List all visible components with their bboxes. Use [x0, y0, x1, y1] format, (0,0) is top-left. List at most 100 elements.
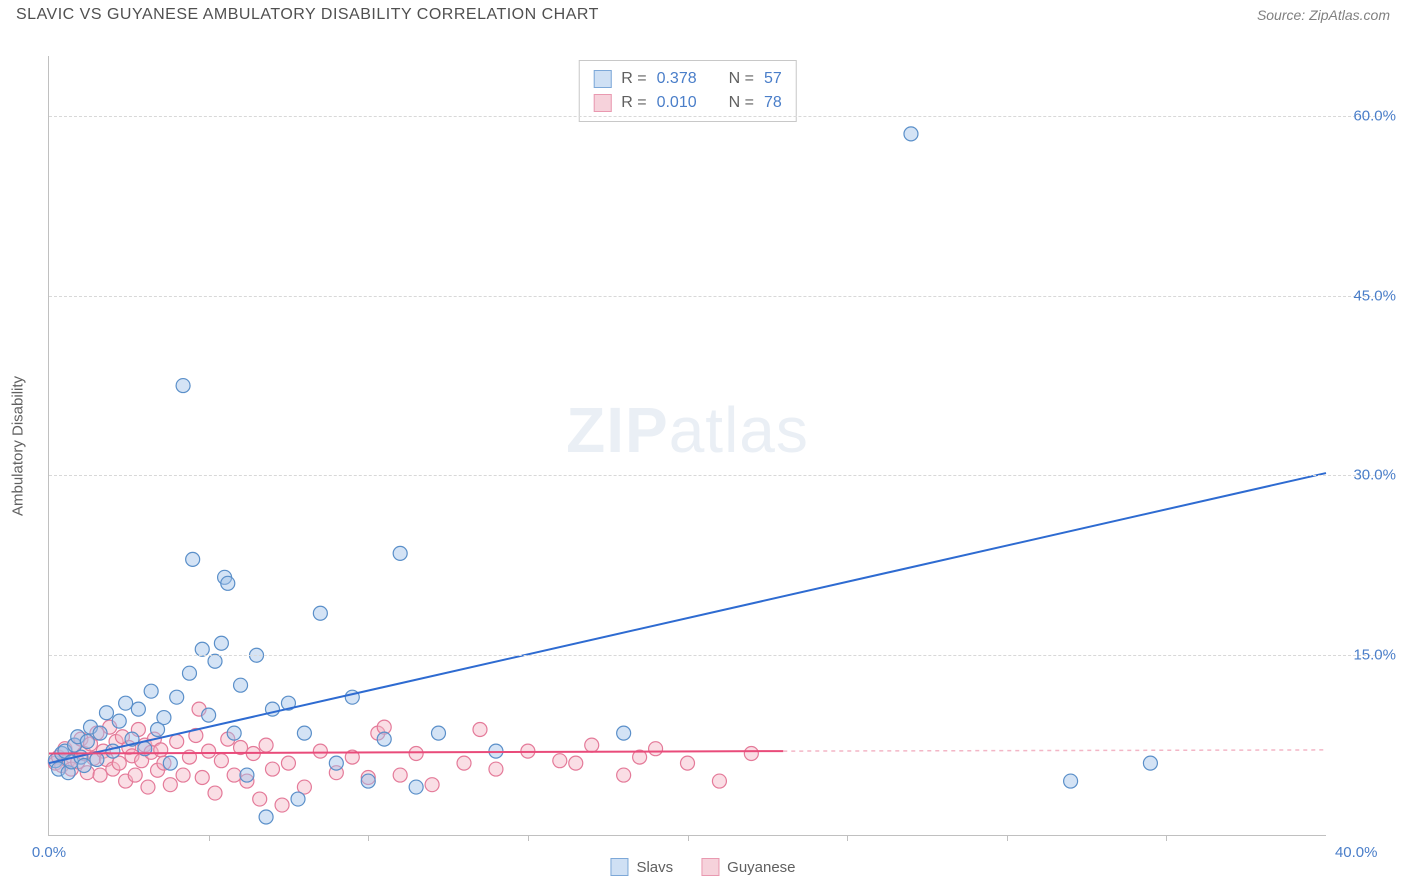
scatter-point — [176, 379, 190, 393]
scatter-point — [473, 723, 487, 737]
scatter-point — [234, 678, 248, 692]
scatter-point — [157, 711, 171, 725]
chart-title: SLAVIC VS GUYANESE AMBULATORY DISABILITY… — [16, 6, 599, 24]
scatter-point — [377, 732, 391, 746]
scatter-point — [214, 754, 228, 768]
scatter-point — [393, 768, 407, 782]
scatter-point — [457, 756, 471, 770]
scatter-point — [553, 754, 567, 768]
x-tick-mark — [1166, 835, 1167, 841]
scatter-point — [131, 702, 145, 716]
scatter-point — [93, 768, 107, 782]
scatter-point — [112, 714, 126, 728]
legend-item: Slavs — [610, 858, 673, 876]
scatter-point — [214, 636, 228, 650]
gridline-h — [49, 655, 1386, 656]
n-label: N = — [729, 67, 754, 91]
x-tick-mark — [688, 835, 689, 841]
stats-legend: R = 0.378 N = 57 R = 0.010 N = 78 — [578, 60, 797, 122]
stats-legend-row: R = 0.378 N = 57 — [593, 67, 782, 91]
scatter-point — [170, 690, 184, 704]
scatter-point — [202, 708, 216, 722]
legend-swatch — [593, 70, 611, 88]
scatter-point — [275, 798, 289, 812]
gridline-h — [49, 475, 1386, 476]
scatter-point — [80, 735, 94, 749]
scatter-point — [904, 127, 918, 141]
x-tick-mark — [209, 835, 210, 841]
scatter-point — [569, 756, 583, 770]
scatter-point — [141, 780, 155, 794]
scatter-point — [186, 552, 200, 566]
scatter-point — [93, 726, 107, 740]
scatter-point — [163, 756, 177, 770]
scatter-point — [265, 762, 279, 776]
x-tick-label: 0.0% — [32, 844, 66, 861]
scatter-point — [329, 756, 343, 770]
scatter-point — [253, 792, 267, 806]
scatter-point — [106, 744, 120, 758]
scatter-point — [163, 778, 177, 792]
scatter-point — [291, 792, 305, 806]
x-tick-mark — [1007, 835, 1008, 841]
scatter-point — [227, 726, 241, 740]
scatter-point — [170, 735, 184, 749]
legend-label: Guyanese — [727, 859, 795, 876]
scatter-svg — [49, 56, 1326, 835]
scatter-point — [585, 738, 599, 752]
scatter-point — [297, 726, 311, 740]
y-tick-label: 45.0% — [1353, 287, 1396, 304]
scatter-point — [281, 756, 295, 770]
gridline-h — [49, 296, 1386, 297]
legend-item: Guyanese — [701, 858, 795, 876]
scatter-point — [240, 768, 254, 782]
scatter-point — [712, 774, 726, 788]
y-tick-label: 60.0% — [1353, 107, 1396, 124]
gridline-h — [49, 116, 1386, 117]
scatter-point — [1064, 774, 1078, 788]
x-tick-mark — [368, 835, 369, 841]
scatter-point — [221, 576, 235, 590]
scatter-point — [154, 743, 168, 757]
x-tick-mark — [847, 835, 848, 841]
n-value: 78 — [764, 91, 782, 115]
series-legend: Slavs Guyanese — [610, 858, 795, 876]
r-value: 0.378 — [657, 67, 697, 91]
scatter-point — [409, 747, 423, 761]
scatter-point — [128, 768, 142, 782]
scatter-point — [393, 546, 407, 560]
scatter-point — [99, 706, 113, 720]
scatter-point — [361, 774, 375, 788]
chart-plot-area: ZIPatlas R =0.378N =57R =0.010N =78 15.0… — [48, 56, 1326, 836]
legend-label: Slavs — [636, 859, 673, 876]
scatter-point — [617, 768, 631, 782]
scatter-point — [195, 770, 209, 784]
scatter-point — [195, 642, 209, 656]
r-label: R = — [621, 67, 646, 91]
scatter-point — [431, 726, 445, 740]
r-value: 0.010 — [657, 91, 697, 115]
scatter-point — [176, 768, 190, 782]
scatter-point — [649, 742, 663, 756]
trendline-guyanese-dash — [783, 750, 1326, 751]
scatter-point — [1143, 756, 1157, 770]
scatter-point — [90, 752, 104, 766]
y-tick-label: 15.0% — [1353, 647, 1396, 664]
scatter-point — [313, 744, 327, 758]
scatter-point — [489, 762, 503, 776]
n-label: N = — [729, 91, 754, 115]
scatter-point — [425, 778, 439, 792]
source-attribution: Source: ZipAtlas.com — [1257, 7, 1390, 23]
scatter-point — [617, 726, 631, 740]
y-tick-label: 30.0% — [1353, 467, 1396, 484]
y-axis-label: Ambulatory Disability — [10, 376, 27, 516]
x-tick-label: 40.0% — [1335, 844, 1378, 861]
scatter-point — [227, 768, 241, 782]
r-label: R = — [621, 91, 646, 115]
n-value: 57 — [764, 67, 782, 91]
scatter-point — [744, 747, 758, 761]
scatter-point — [144, 684, 158, 698]
scatter-point — [202, 744, 216, 758]
scatter-point — [681, 756, 695, 770]
stats-legend-row: R = 0.010 N = 78 — [593, 91, 782, 115]
